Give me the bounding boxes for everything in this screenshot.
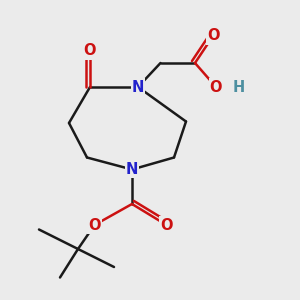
Text: O: O	[88, 218, 101, 232]
Text: O: O	[84, 44, 96, 59]
Text: H: H	[232, 80, 245, 94]
Text: O: O	[207, 28, 219, 44]
Text: N: N	[132, 80, 144, 94]
Text: O: O	[210, 80, 222, 94]
Text: O: O	[160, 218, 173, 232]
Text: N: N	[126, 162, 138, 177]
